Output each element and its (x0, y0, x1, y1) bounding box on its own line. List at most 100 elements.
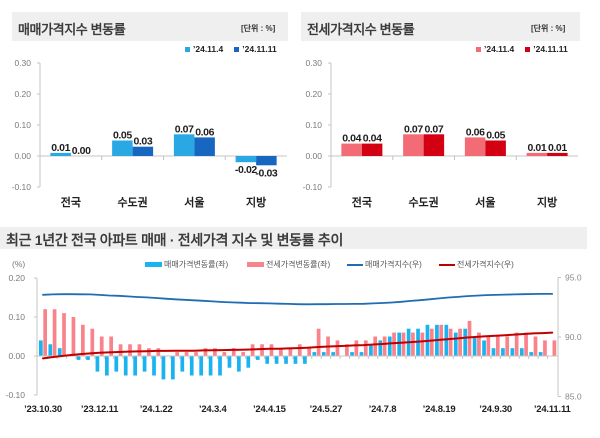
bar-this-week (132, 146, 154, 156)
sale-change-bar (331, 352, 336, 356)
y-tick-label: 0.00 (305, 151, 322, 161)
sale-change-bar (152, 356, 156, 376)
left-y-tick-label: 0.10 (8, 312, 25, 322)
jeonse-change-bar (533, 336, 538, 356)
trend-chart: 0.20 0.10 0.00 -0.10 95.0 90.0 85.0 ’23.10.30 ’2… (6, 273, 582, 416)
data-label: 0.00 (72, 145, 91, 157)
x-tick-label: ’24.3.4 (199, 404, 228, 415)
sale-change-bar (444, 324, 449, 356)
jeonse-change-unit-label: [단위 : %] (531, 24, 566, 33)
data-label: 0.03 (133, 136, 152, 148)
data-label: 0.01 (548, 142, 567, 154)
jeonse-change-bar (213, 348, 217, 356)
legend-swatch (145, 262, 162, 267)
jeonse-change-legend: ’24.11.4 ’24.11.11 (476, 44, 568, 54)
sale-change-bar (189, 356, 194, 376)
bar-prev-week (173, 134, 195, 156)
sale-change-bar (350, 352, 354, 356)
jeonse-change-bar (458, 328, 462, 356)
bar-this-week (547, 152, 568, 156)
legend-swatch (476, 46, 481, 52)
legend-swatch (247, 262, 264, 267)
jeonse-change-bar (269, 344, 274, 356)
data-label: 0.07 (404, 123, 423, 135)
x-tick-label: ’24.5.27 (310, 404, 343, 415)
sale-change-bar (501, 348, 505, 356)
data-label: 0.06 (195, 126, 214, 138)
jeonse-change-bar (279, 348, 283, 356)
sale-change-bar (180, 356, 185, 372)
legend-swatch (525, 46, 531, 52)
trend-header-bar (0, 227, 587, 249)
sale-change-bar (312, 352, 317, 356)
x-tick-label: ’24.4.15 (253, 404, 287, 415)
sale-change-bar (39, 340, 43, 356)
sale-change-bar (284, 356, 288, 364)
jeonse-change-chart: 0.30 0.20 0.10 0.00 -0.10 0.04 0.04 전국 0.07 0.07 수… (303, 58, 578, 209)
sale-change-bar (142, 356, 147, 372)
sale-change-bar (133, 356, 137, 376)
jeonse-change-bar (175, 352, 180, 356)
legend-item-sale-change: 매매가격변동률(좌) (145, 259, 228, 270)
sale-change-bar (453, 332, 458, 356)
y-tick-label: -0.10 (12, 182, 32, 192)
jeonse-change-bar (411, 332, 415, 356)
jeonse-change-bar (156, 348, 161, 356)
y-tick-label: 0.30 (305, 58, 322, 68)
sale-change-bar (482, 340, 486, 356)
trend-title: 최근 1년간 전국 아파트 매매 · 전세가격 지수 및 변동률 추이 (6, 232, 344, 248)
data-label: -0.03 (255, 167, 277, 179)
sale-change-title: 매매가격지수 변동률 (18, 22, 126, 37)
x-tick-label: ’24.8.19 (423, 404, 456, 415)
sale-change-bar (491, 348, 496, 356)
jeonse-change-bar (448, 328, 453, 356)
sale-change-bar (123, 356, 128, 376)
jeonse-change-bar (420, 332, 425, 356)
jeonse-change-bar (137, 344, 142, 356)
data-label: 0.05 (486, 130, 505, 142)
sale-change-legend: ’24.11.4 ’24.11.11 (185, 44, 277, 54)
sale-change-bar (171, 356, 175, 380)
data-label: 0.01 (51, 142, 70, 154)
jeonse-change-bar (543, 340, 547, 356)
sale-change-bar (237, 356, 241, 372)
jeonse-change-bar (495, 336, 500, 356)
trend-legend: 매매가격변동률(좌) 전세가격변동률(좌) 매매가격지수(우) 전세가격지수(우… (0, 259, 600, 269)
jeonse-change-bar (401, 332, 406, 356)
x-tick-label: ’24.1.22 (140, 404, 173, 415)
jeonse-change-bar (392, 332, 396, 356)
sale-change-bar (538, 352, 543, 356)
data-label: 0.05 (113, 130, 132, 142)
legend-label: 전세가격변동률(좌) (266, 260, 331, 269)
jeonse-change-bar (203, 348, 208, 356)
jeonse-change-bar (505, 336, 510, 356)
jeonse-change-bar (297, 344, 302, 356)
legend-label: ’24.11.11 (533, 44, 568, 54)
trend-left-axis-unit: (%) (12, 259, 26, 269)
legend-swatch (185, 46, 190, 52)
data-label: 0.04 (342, 133, 361, 145)
data-label: 0.04 (363, 133, 382, 145)
left-y-tick-label: -0.10 (6, 390, 26, 400)
bar-prev-week (403, 134, 424, 156)
jeonse-change-bar (467, 320, 472, 356)
sale-change-bar (510, 348, 515, 356)
jeonse-change-bar (477, 332, 481, 356)
legend-swatch (439, 263, 455, 266)
category-label: 지방 (246, 195, 266, 209)
jeonse-change-bar (382, 336, 387, 356)
jeonse-change-bar (52, 309, 57, 356)
bar-this-week (423, 134, 445, 156)
y-tick-label: 0.10 (14, 120, 31, 130)
sale-change-bar (265, 356, 270, 364)
jeonse-change-bar (118, 344, 123, 356)
y-tick-label: 0.20 (305, 89, 322, 99)
sale-change-bar (274, 356, 279, 364)
sale-change-header-bar (12, 12, 288, 41)
sale-index-line (42, 292, 554, 306)
jeonse-change-bar (429, 328, 434, 356)
jeonse-change-title: 전세가격지수 변동률 (307, 22, 415, 37)
category-label: 서울 (475, 195, 495, 209)
sale-change-bar (387, 336, 392, 356)
jeonse-change-bar (345, 344, 349, 356)
